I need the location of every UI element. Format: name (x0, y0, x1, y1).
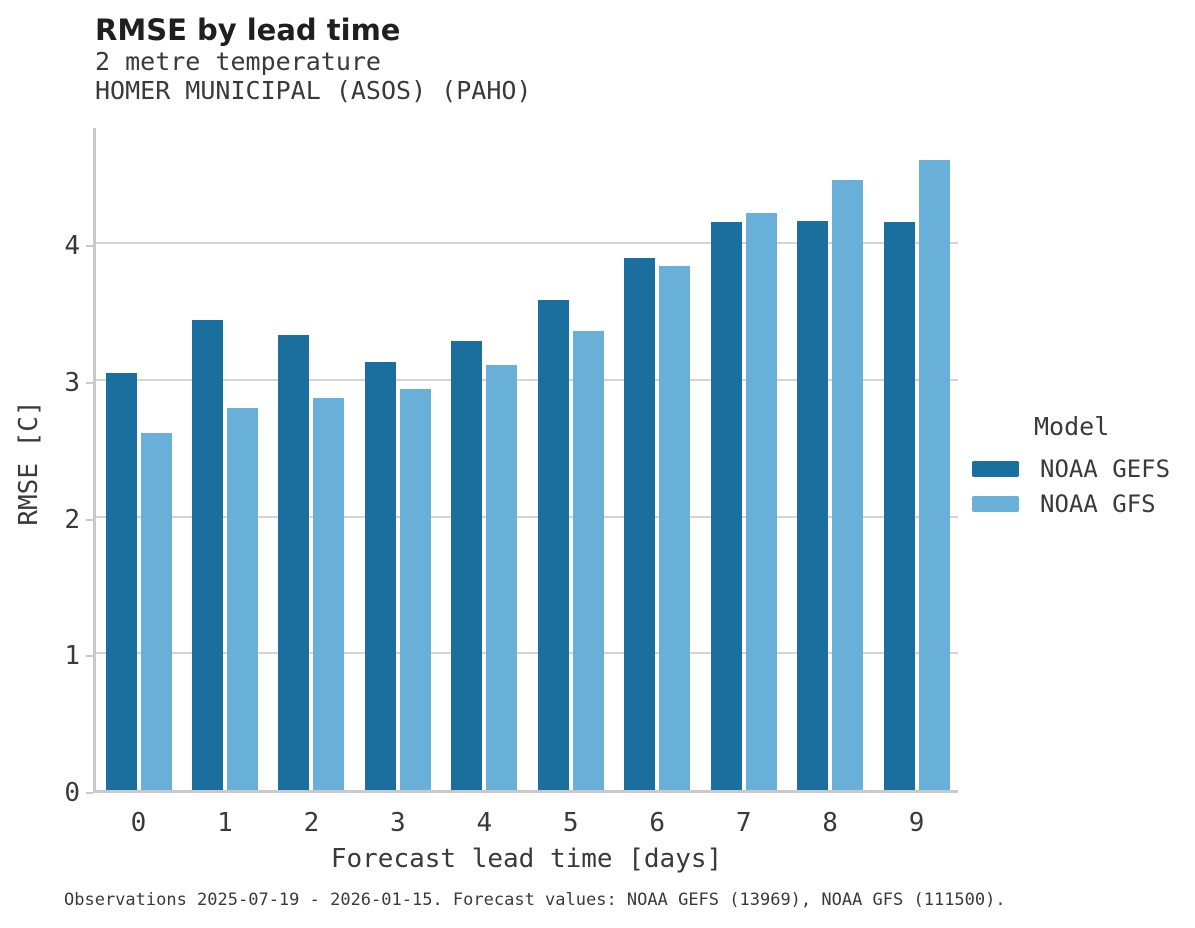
y-tick-label-4: 4 (64, 231, 80, 261)
x-tick-label-4: 4 (476, 808, 493, 838)
bar-noaa-gefs-day-8 (797, 221, 829, 790)
bar-noaa-gfs-day-3 (399, 389, 431, 790)
y-tick-label-2: 2 (64, 504, 80, 535)
y-tick-mark-3 (86, 381, 93, 384)
legend-item-noaa-gfs: NOAA GFS (972, 486, 1187, 521)
bar-noaa-gefs-day-4 (451, 341, 483, 790)
plot-area (93, 128, 958, 793)
gridline-y-4 (96, 242, 958, 244)
bar-noaa-gfs-day-8 (832, 180, 864, 790)
bar-noaa-gfs-day-7 (745, 213, 777, 790)
y-tick-mark-4 (86, 245, 93, 247)
bar-noaa-gefs-day-7 (710, 222, 742, 790)
bar-noaa-gefs-day-0 (105, 373, 137, 790)
legend: Model NOAA GEFS NOAA GFS (972, 412, 1187, 521)
legend-item-noaa-gefs: NOAA GEFS (972, 451, 1187, 486)
x-tick-label-3: 3 (390, 808, 406, 838)
gridline-y-3 (96, 378, 958, 381)
y-tick-label-1: 1 (64, 641, 80, 672)
legend-swatch-icon (972, 495, 1019, 512)
bar-noaa-gefs-day-5 (537, 300, 569, 790)
chart-subtitle-station: HOMER MUNICIPAL (ASOS) (PAHO) (95, 76, 532, 105)
bar-noaa-gfs-day-1 (226, 408, 258, 790)
gridline-y-2 (96, 515, 958, 518)
legend-label: NOAA GEFS (1040, 454, 1171, 483)
x-tick-label-7: 7 (735, 808, 752, 838)
x-tick-label-6: 6 (649, 808, 666, 838)
legend-title: Model (1034, 412, 1110, 441)
bar-noaa-gefs-day-1 (191, 320, 223, 790)
y-tick-label-0: 0 (64, 778, 80, 808)
bar-noaa-gfs-day-2 (313, 398, 345, 790)
legend-swatch-icon (972, 460, 1019, 477)
x-tick-label-9: 9 (908, 808, 925, 838)
chart-header: RMSE by lead time 2 metre temperature HO… (95, 13, 532, 106)
footer-caption: Observations 2025-07-19 - 2026-01-15. Fo… (64, 890, 1006, 910)
bar-noaa-gfs-day-9 (918, 160, 950, 790)
x-tick-label-5: 5 (562, 808, 579, 838)
bar-noaa-gefs-day-9 (883, 222, 915, 790)
bar-noaa-gfs-day-6 (659, 266, 691, 790)
bar-noaa-gfs-day-0 (140, 433, 172, 790)
bar-noaa-gefs-day-6 (624, 258, 656, 790)
chart-subtitle-variable: 2 metre temperature (95, 47, 381, 76)
bar-noaa-gefs-day-3 (364, 362, 396, 790)
bar-noaa-gfs-day-4 (486, 365, 518, 790)
legend-label: NOAA GFS (1040, 489, 1156, 518)
y-tick-mark-0 (86, 792, 93, 794)
y-tick-mark-1 (86, 655, 93, 658)
x-axis-label: Forecast lead time [days] (330, 844, 723, 874)
bar-noaa-gfs-day-5 (572, 331, 604, 790)
y-tick-mark-2 (86, 518, 93, 521)
legend-items: NOAA GEFS NOAA GFS (972, 451, 1187, 521)
x-tick-label-8: 8 (822, 808, 838, 838)
x-tick-label-1: 1 (217, 808, 233, 838)
x-tick-label-2: 2 (303, 808, 320, 838)
x-tick-label-0: 0 (130, 808, 147, 838)
bar-noaa-gefs-day-2 (278, 335, 310, 790)
gridline-y-1 (96, 652, 958, 655)
y-tick-label-3: 3 (64, 367, 80, 398)
chart-title: RMSE by lead time (95, 13, 401, 47)
